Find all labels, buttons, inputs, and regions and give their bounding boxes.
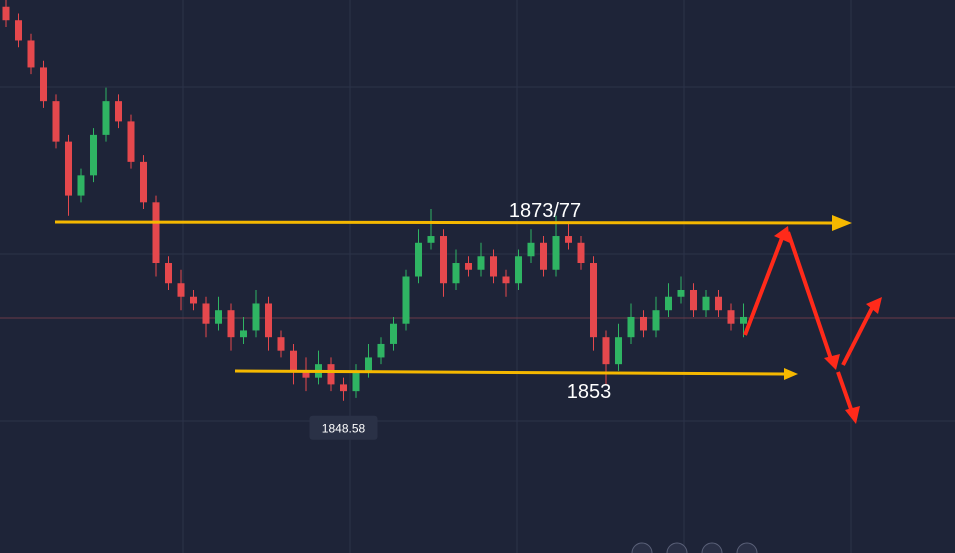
candle-body — [452, 263, 460, 284]
arrow — [786, 231, 834, 363]
candle-body — [240, 330, 247, 338]
candle-body — [590, 263, 597, 338]
candle-body — [27, 40, 35, 68]
candle-body — [402, 276, 410, 324]
candle-body — [702, 296, 710, 311]
candle-body — [215, 310, 222, 324]
candle-body — [552, 236, 560, 270]
candle-body — [202, 303, 210, 324]
candle-body — [115, 101, 122, 122]
controls — [631, 542, 758, 553]
candle-body — [715, 296, 722, 311]
candle-body — [415, 242, 422, 277]
arrow-heads — [774, 226, 882, 424]
candle-body — [677, 289, 685, 297]
candle-body — [527, 242, 535, 257]
candle-body — [577, 242, 585, 264]
candle-body — [340, 384, 347, 392]
candle-body — [665, 296, 672, 311]
candle-body — [15, 20, 22, 41]
candles — [2, 0, 747, 401]
arrow-head — [845, 406, 860, 424]
annotation: 1853 — [567, 381, 612, 403]
arrow — [836, 371, 854, 413]
low-label-box — [309, 415, 378, 440]
candle-body — [490, 256, 497, 277]
candle-body — [90, 134, 97, 176]
candle-body — [252, 303, 260, 331]
candle-body — [165, 263, 172, 284]
control-button[interactable] — [701, 542, 723, 553]
candle-body — [602, 337, 610, 365]
candle-body — [327, 364, 335, 385]
candle-body — [640, 316, 647, 331]
arrow-head — [832, 215, 852, 231]
support-line — [234, 369, 786, 376]
candle-body — [465, 263, 472, 270]
annotation: 1873/77 — [509, 200, 581, 222]
candle-body — [515, 256, 522, 284]
arrow — [743, 237, 784, 336]
candle-body — [227, 310, 235, 338]
candle-body — [615, 337, 622, 365]
forecast-arrows — [743, 231, 874, 413]
candle-body — [352, 370, 360, 392]
resistance-line — [54, 220, 836, 225]
candle-body — [727, 310, 735, 324]
candle-body — [565, 236, 572, 243]
candle-body — [140, 161, 147, 203]
candle-body — [40, 67, 47, 102]
candle-body — [740, 316, 747, 324]
candle-body — [52, 101, 60, 142]
candle-body — [65, 141, 72, 196]
arrow-head — [824, 354, 840, 370]
arrow-head — [866, 297, 882, 314]
candle-body — [2, 6, 10, 21]
candle-body — [627, 316, 635, 338]
arrow-head — [784, 368, 798, 380]
candle-body — [365, 357, 372, 371]
candle-body — [440, 236, 447, 284]
candle-body — [390, 323, 397, 344]
candle-body — [290, 350, 297, 371]
candle-body — [127, 121, 135, 162]
low-label: 1848.58 — [322, 422, 366, 436]
candle-body — [77, 175, 85, 196]
candle-body — [102, 101, 110, 135]
candle-body — [540, 242, 547, 270]
candle-body — [177, 283, 185, 297]
control-button[interactable] — [666, 542, 688, 553]
arrow — [841, 307, 874, 366]
arrow-head — [774, 226, 790, 243]
candle-body — [302, 370, 310, 378]
candle-body — [427, 236, 435, 243]
candle-body — [690, 289, 697, 311]
candle-body — [652, 310, 660, 331]
control-button[interactable] — [736, 542, 758, 553]
candle-body — [277, 337, 285, 351]
candle-body — [502, 276, 510, 284]
candle-body — [190, 296, 197, 304]
candle-body — [265, 303, 272, 338]
control-button[interactable] — [631, 542, 653, 553]
candle-body — [477, 256, 485, 270]
candle-body — [152, 202, 160, 264]
candle-body — [377, 343, 385, 358]
level-lines — [54, 215, 852, 380]
